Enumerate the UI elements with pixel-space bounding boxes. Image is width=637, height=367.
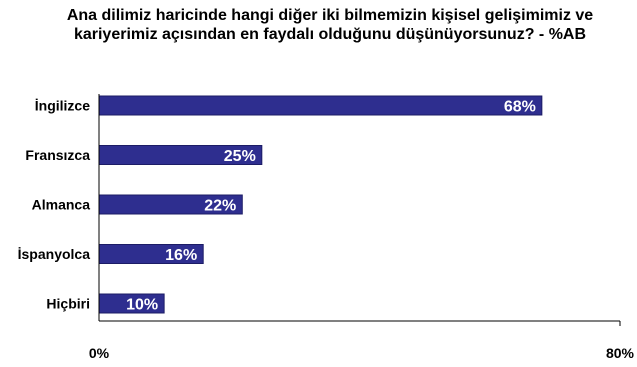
- data-label: 22%: [204, 198, 236, 215]
- bar: [98, 95, 543, 116]
- data-label: 16%: [165, 247, 197, 264]
- category-label: Almanca: [32, 197, 91, 213]
- data-label: 68%: [504, 99, 536, 116]
- data-label: 25%: [224, 148, 256, 165]
- category-label: İspanyolca: [18, 246, 91, 262]
- x-tick-label: 0%: [89, 345, 110, 361]
- x-tick-label: 80%: [606, 345, 635, 361]
- category-label: Hiçbiri: [46, 296, 90, 312]
- category-label: İngilizce: [35, 98, 90, 114]
- category-label: Fransızca: [25, 147, 90, 163]
- chart-title: Ana dilimiz haricinde hangi diğer iki bi…: [66, 7, 594, 43]
- data-label: 10%: [126, 297, 158, 314]
